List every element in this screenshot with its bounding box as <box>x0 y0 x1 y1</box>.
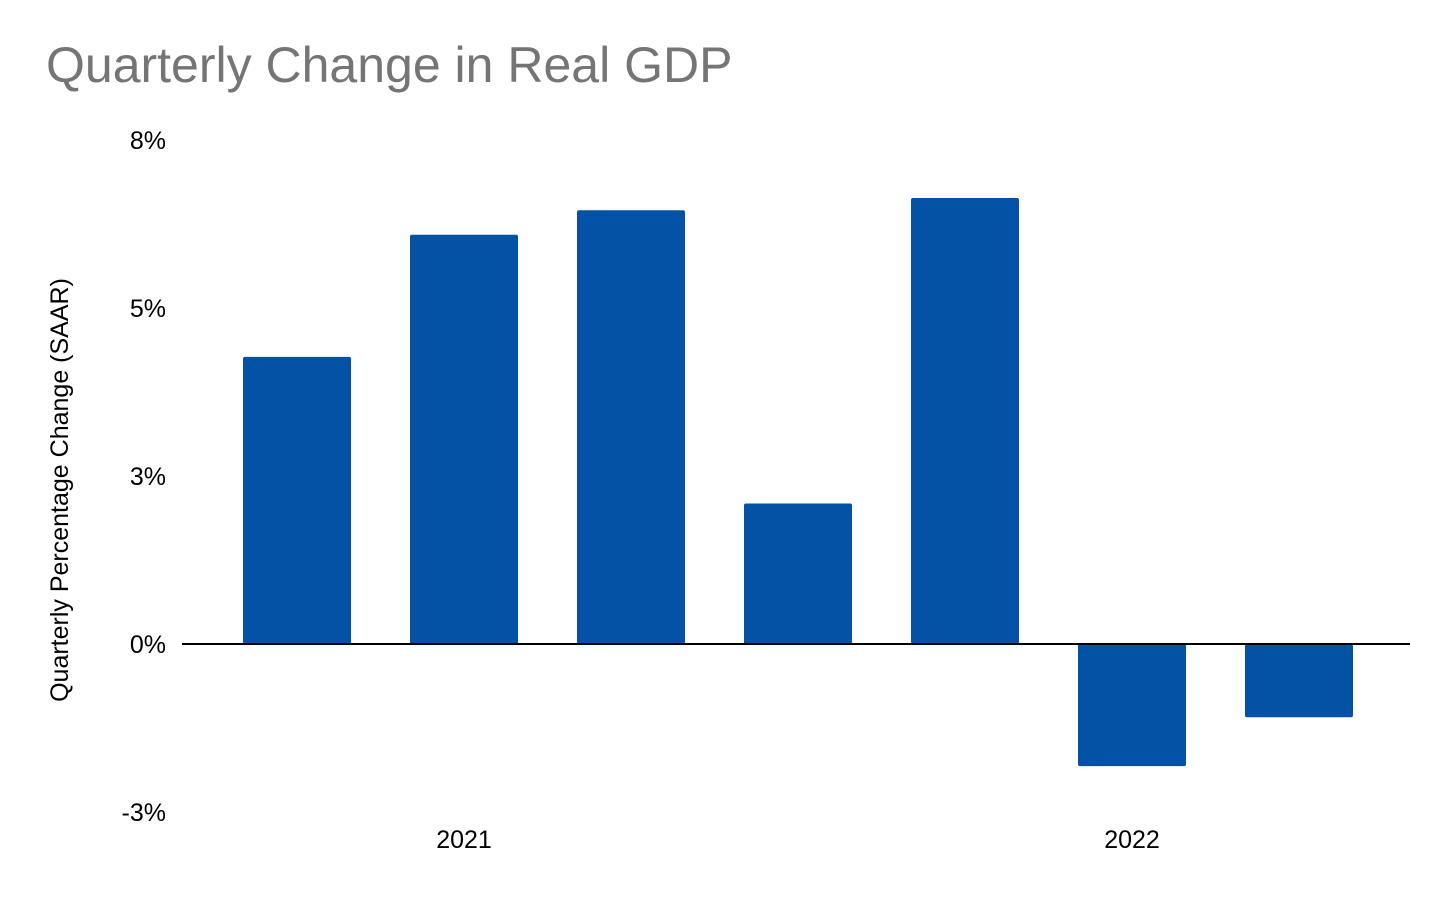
x-group-label: 2022 <box>1104 826 1160 854</box>
x-axis-labels: 2021 2022 <box>436 826 1160 854</box>
bars <box>243 198 1353 767</box>
bar <box>1078 644 1186 767</box>
bar <box>577 210 685 644</box>
y-axis-ticks: 8% 5% 3% 0% -3% <box>122 127 166 827</box>
y-axis-title: Quarterly Percentage Change (SAAR) <box>46 278 74 702</box>
y-tick-label: 0% <box>130 631 166 659</box>
y-tick-label: -3% <box>122 799 166 827</box>
x-group-label: 2021 <box>436 826 492 854</box>
bar <box>410 234 518 644</box>
y-tick-label: 3% <box>130 463 166 491</box>
chart-title: Quarterly Change in Real GDP <box>46 37 733 93</box>
bar <box>744 503 852 644</box>
bar <box>911 198 1019 644</box>
y-tick-label: 8% <box>130 127 166 155</box>
y-axis-title-group: Quarterly Percentage Change (SAAR) <box>46 278 74 702</box>
bar <box>1245 644 1353 718</box>
y-tick-label: 5% <box>130 295 166 323</box>
bar <box>243 356 351 644</box>
